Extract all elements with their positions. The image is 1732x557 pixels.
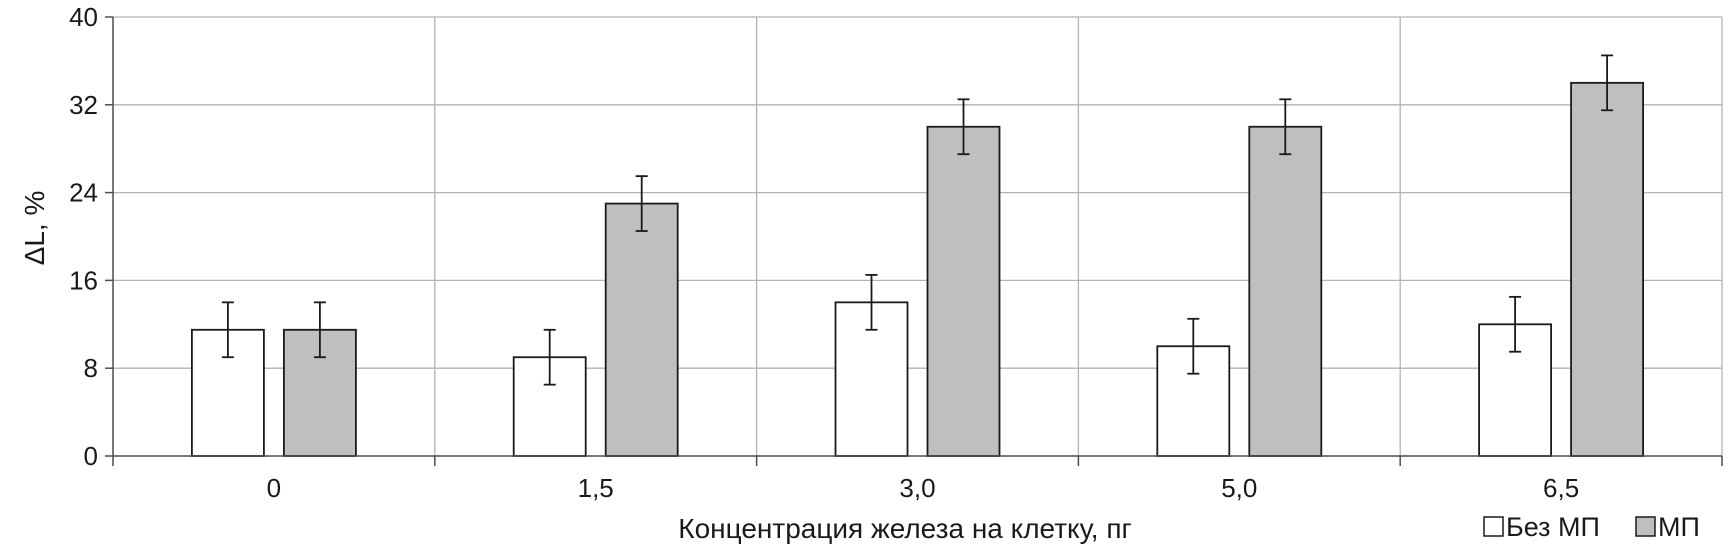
x-tick-label: 3,0 xyxy=(899,473,935,503)
legend-swatch-bez-mp xyxy=(1483,516,1504,537)
bars xyxy=(190,81,1644,457)
bar-mp xyxy=(926,125,1001,457)
x-axis-title: Концентрация железа на клетку, пг xyxy=(678,513,1131,544)
bar-mp xyxy=(1248,125,1323,457)
x-tick-label: 0 xyxy=(267,473,281,503)
bar-mp xyxy=(1570,81,1644,457)
y-tick-label: 40 xyxy=(69,2,98,32)
x-tick-label: 6,5 xyxy=(1543,473,1579,503)
bar-mp xyxy=(604,202,679,457)
legend-swatch-mp xyxy=(1635,516,1656,537)
y-tick-label: 8 xyxy=(84,353,98,383)
x-tick-label: 1,5 xyxy=(578,473,614,503)
legend: Без МП МП xyxy=(1483,512,1700,542)
x-tick-label: 5,0 xyxy=(1221,473,1257,503)
legend-label-bez-mp: Без МП xyxy=(1506,512,1600,542)
axes xyxy=(105,16,1723,466)
y-tick-label: 16 xyxy=(69,265,98,295)
legend-label-mp: МП xyxy=(1658,512,1700,542)
y-axis-title: ΔL, % xyxy=(19,191,50,266)
y-tick-label: 32 xyxy=(69,90,98,120)
tick-labels: 0 8 16 24 32 40 0 1,5 3,0 5,0 6,5 xyxy=(69,2,1579,503)
error-bars xyxy=(221,54,1614,386)
grid xyxy=(113,16,1723,456)
y-tick-label: 24 xyxy=(69,178,98,208)
y-tick-label: 0 xyxy=(84,441,98,471)
